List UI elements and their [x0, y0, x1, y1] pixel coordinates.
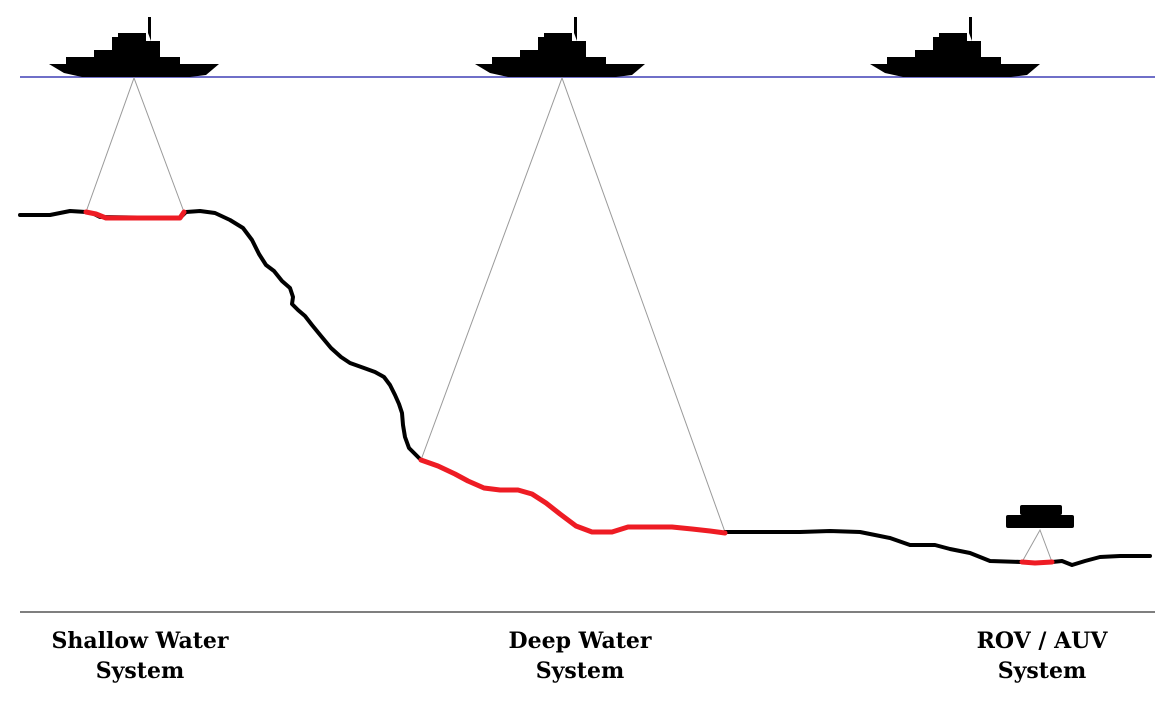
swath-coverage — [83, 209, 1055, 566]
deep-beam — [420, 76, 726, 533]
rov-label-line1: ROV / AUV — [976, 628, 1108, 654]
rov-support-ship-icon — [870, 17, 1040, 77]
rov-label-line2: System — [997, 658, 1087, 684]
seafloor-profile-deep — [723, 529, 1024, 564]
deep-water-system-label: Deep Water System — [460, 626, 700, 686]
deep-label-line2: System — [535, 658, 625, 684]
seafloor-profile — [18, 209, 423, 462]
deep-label-line1: Deep Water — [508, 628, 652, 654]
seafloor-profile-end — [1050, 554, 1152, 567]
shallow-water-ship-icon — [49, 17, 219, 77]
shallow-label-line1: Shallow Water — [51, 628, 229, 654]
rov-vehicle-icon — [1006, 505, 1074, 528]
sonar-beams — [85, 76, 1053, 563]
rov-auv-system-label: ROV / AUV System — [922, 626, 1162, 686]
shallow-swath — [83, 209, 187, 221]
shallow-water-system-label: Shallow Water System — [20, 626, 260, 686]
deep-swath — [418, 457, 728, 536]
deep-water-ship-icon — [475, 17, 645, 77]
shallow-beam — [85, 76, 185, 213]
rov-swath — [1019, 559, 1055, 566]
rov-beam — [1021, 528, 1053, 563]
shallow-label-line2: System — [95, 658, 185, 684]
